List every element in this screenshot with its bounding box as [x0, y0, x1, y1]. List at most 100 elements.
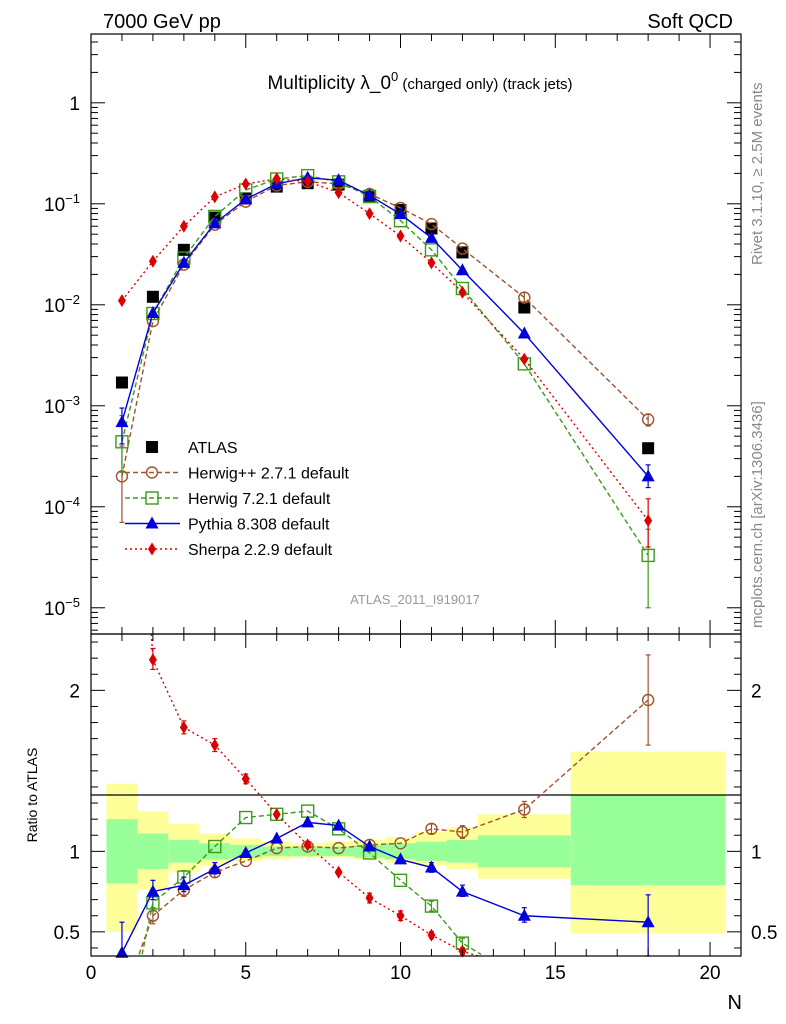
ratio-y-tick-label: 1 [69, 842, 80, 863]
ratio-point-sherpa-2-2-9-default [396, 909, 405, 923]
ratio-point-herwig-7-2-1-default [393, 873, 408, 888]
point-sherpa-2-2-9-default [334, 186, 343, 200]
point-sherpa-2-2-9-default [520, 352, 529, 366]
x-tick-label: 15 [545, 963, 566, 984]
point-pythia-8-308-default [394, 207, 408, 220]
ratio-point-sherpa-2-2-9-default [427, 928, 436, 942]
ratio-point-herwig-2-7-1-default [425, 822, 438, 836]
point-sherpa-2-2-9-default [303, 175, 312, 189]
point-sherpa-2-2-9-default [427, 256, 436, 270]
line-pythia-8-308-default [121, 177, 649, 477]
point-atlas [115, 376, 128, 389]
ratio-y-tick-label-right: 2 [751, 681, 762, 702]
uncertainty-band-inner [199, 843, 231, 860]
point-pythia-8-308-default [332, 173, 346, 186]
legend-label: Pythia 8.308 default [188, 517, 330, 534]
point-pythia-8-308-default [239, 192, 253, 205]
rivet-label: Rivet 3.1.10, ≥ 2.5M events [749, 83, 766, 266]
ratio-point-sherpa-2-2-9-default [241, 772, 250, 786]
legend-label: Sherpa 2.2.9 default [188, 542, 333, 559]
ratio-series-pythia-8-308-default [115, 815, 655, 958]
ratio-point-herwig-7-2-1-default [424, 899, 439, 913]
ratio-y-tick-label: 2 [69, 681, 80, 702]
ratio-y-tick-label: 0.5 [54, 923, 80, 944]
ratio-point-pythia-8-308-default [517, 908, 531, 921]
point-sherpa-2-2-9-default [272, 172, 281, 186]
ratio-point-sherpa-2-2-9-default [148, 653, 157, 667]
point-sherpa-2-2-9-default [117, 294, 126, 308]
ratio-point-sherpa-2-2-9-default [334, 865, 343, 879]
point-herwig-7-2-1-default [424, 243, 439, 257]
ratio-point-pythia-8-308-default [394, 852, 408, 865]
legend-item-sherpa-2-2-9-default: Sherpa 2.2.9 default [125, 542, 333, 559]
legend-item-herwig-7-2-1-default: Herwig 7.2.1 default [125, 491, 331, 508]
point-pythia-8-308-default [146, 305, 160, 318]
ratio-point-pythia-8-308-default [332, 818, 346, 831]
line-sherpa-2-2-9-default [121, 178, 649, 522]
analysis-watermark: ATLAS_2011_I919017 [350, 592, 480, 607]
point-pythia-8-308-default [115, 415, 129, 428]
ratio-series-sherpa-2-2-9-default [148, 633, 479, 958]
point-atlas [177, 243, 190, 256]
ratio-y-axis-label: Ratio to ATLAS [24, 748, 40, 843]
ratio-point-pythia-8-308-default [270, 831, 284, 844]
main-y-tick-label: 10−3 [44, 393, 80, 418]
uncertainty-band-inner [323, 846, 355, 857]
header-energy: 7000 GeV pp [103, 11, 221, 33]
point-pythia-8-308-default [177, 255, 191, 268]
point-pythia-8-308-default [455, 263, 469, 276]
ratio-point-sherpa-2-2-9-default [210, 738, 219, 752]
point-atlas [425, 222, 438, 235]
ratio-point-pythia-8-308-default [301, 815, 315, 828]
ratio-y-tick-label-right: 1 [751, 842, 762, 863]
main-y-tick-label: 10−1 [44, 191, 80, 216]
ratio-point-herwig-7-2-1-default [208, 839, 222, 854]
point-pythia-8-308-default [517, 326, 531, 339]
ratio-point-sherpa-2-2-9-default [179, 720, 188, 734]
x-tick-label: 5 [240, 963, 251, 984]
x-axis-label: N [728, 992, 742, 1014]
point-sherpa-2-2-9-default [179, 219, 188, 233]
series-atlas [115, 177, 655, 455]
uncertainty-band-inner [168, 840, 200, 863]
main-y-tick-label: 10−4 [44, 494, 80, 519]
legend-item-pythia-8-308-default: Pythia 8.308 default [125, 516, 330, 534]
legend-marker [146, 441, 158, 453]
series-sherpa-2-2-9-default [117, 172, 653, 548]
ratio-point-sherpa-2-2-9-default [365, 891, 374, 905]
uncertainty-band-inner [137, 833, 169, 870]
point-atlas [642, 442, 655, 455]
ratio-point-pythia-8-308-default [455, 884, 469, 897]
ratio-line-pythia-8-308-default [121, 821, 649, 954]
legend-marker [145, 491, 159, 505]
legend-item-herwig-2-7-1-default: Herwig++ 2.7.1 default [125, 466, 350, 483]
header-category: Soft QCD [647, 11, 733, 33]
point-pythia-8-308-default [424, 230, 438, 243]
uncertainty-band-inner [570, 795, 726, 886]
uncertainty-band-inner [446, 840, 478, 863]
uncertainty-band-inner [106, 819, 138, 884]
ratio-point-herwig-2-7-1-default [456, 825, 469, 839]
ratio-point-pythia-8-308-default [146, 884, 160, 897]
point-sherpa-2-2-9-default [396, 229, 405, 243]
point-herwig-2-7-1-default [641, 413, 655, 426]
point-atlas [146, 290, 159, 303]
line-herwig-2-7-1-default [121, 181, 649, 477]
ratio-point-pythia-8-308-default [424, 860, 438, 873]
point-sherpa-2-2-9-default [210, 190, 219, 204]
point-sherpa-2-2-9-default [148, 254, 157, 268]
uncertainty-band-inner [261, 846, 293, 857]
legend-label: Herwig 7.2.1 default [188, 491, 331, 508]
legend-label: ATLAS [188, 440, 238, 457]
legend-marker [148, 542, 156, 556]
ratio-point-sherpa-2-2-9-default [272, 807, 281, 821]
ratio-point-pythia-8-308-default [177, 878, 191, 891]
legend-label: Herwig++ 2.7.1 default [188, 466, 350, 483]
ratio-point-herwig-2-7-1-default [332, 841, 345, 855]
point-atlas [456, 246, 469, 259]
uncertainty-band-inner [477, 835, 571, 868]
point-sherpa-2-2-9-default [644, 514, 653, 528]
ratio-point-herwig-2-7-1-default [518, 803, 531, 816]
point-herwig-7-2-1-default [641, 548, 655, 563]
